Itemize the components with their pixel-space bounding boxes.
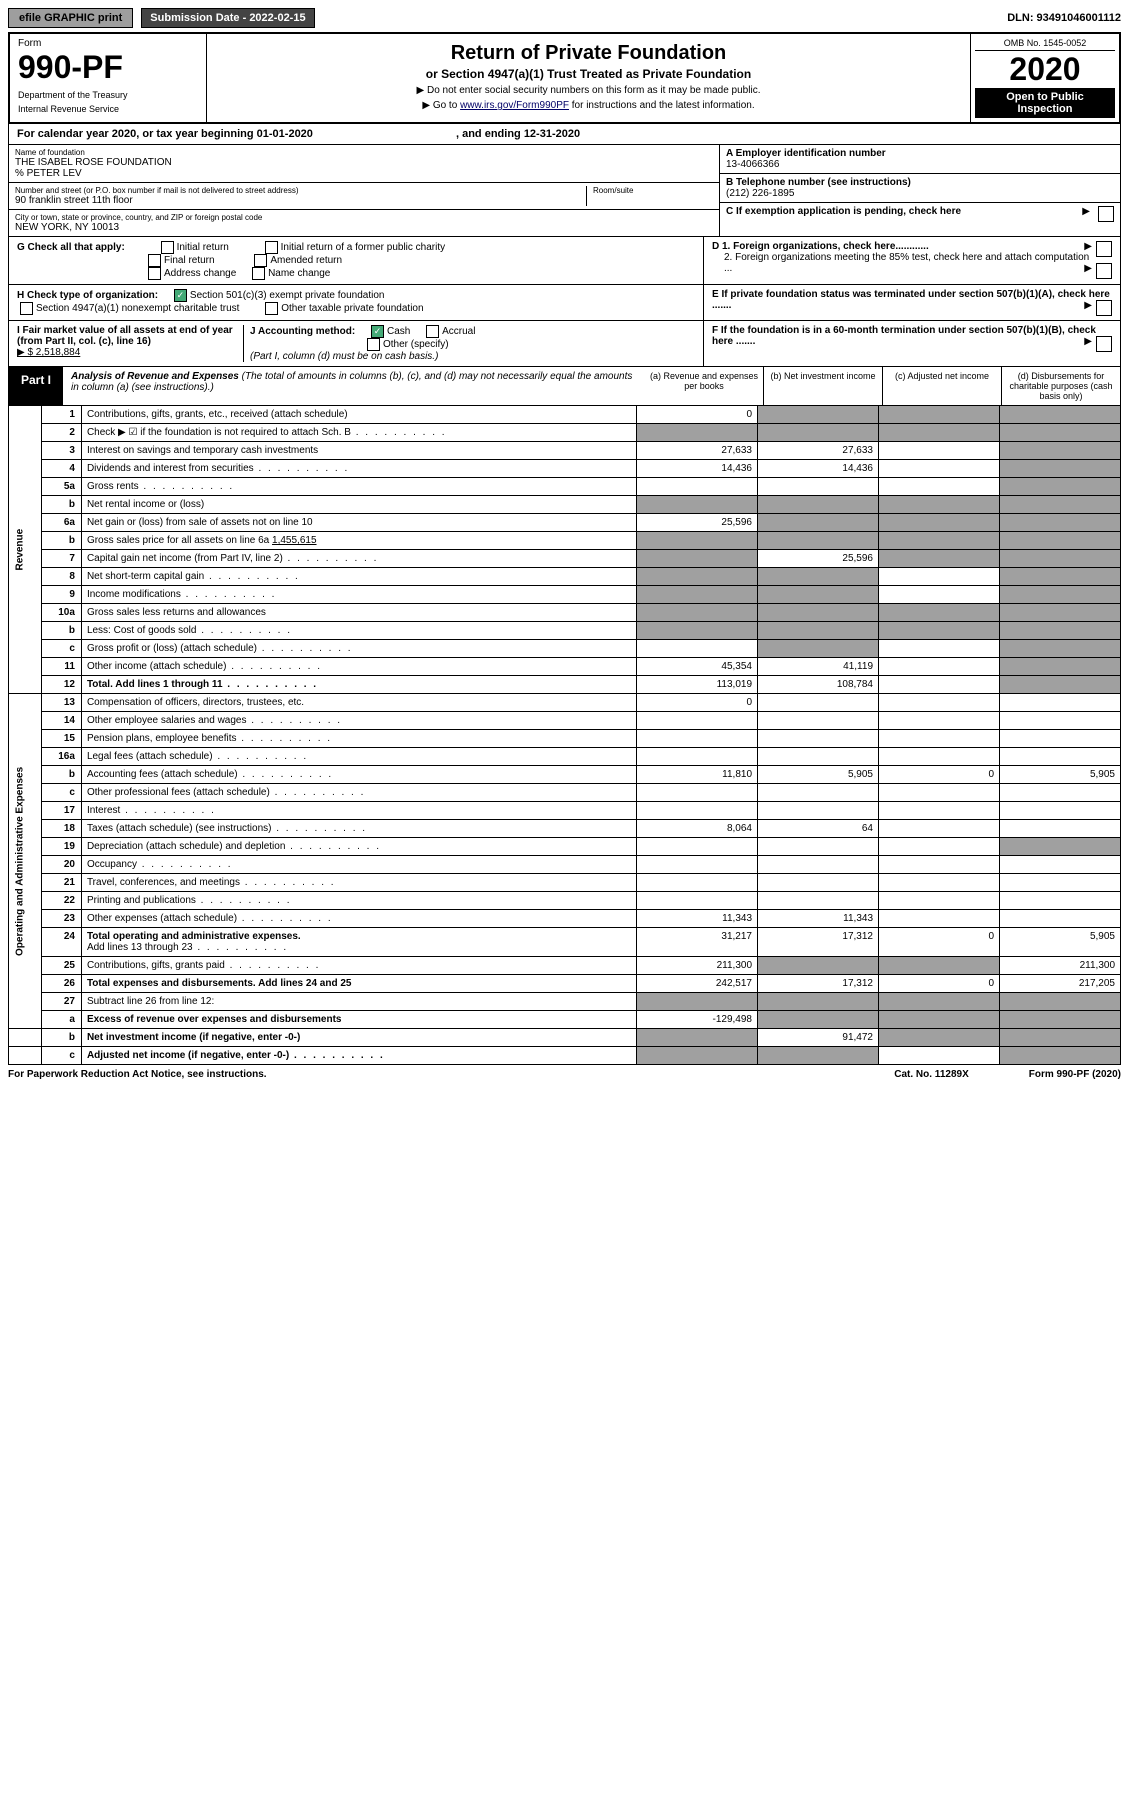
topbar: efile GRAPHIC print Submission Date - 20…	[8, 8, 1121, 28]
box-ij: I Fair market value of all assets at end…	[9, 321, 703, 366]
cb-d2[interactable]	[1096, 263, 1112, 279]
form-footer: Form 990-PF (2020)	[1029, 1069, 1121, 1080]
cb-address-change[interactable]	[148, 267, 161, 280]
box-e: E If private foundation status was termi…	[703, 285, 1120, 320]
col-b-header: (b) Net investment income	[763, 367, 882, 405]
c-checkbox[interactable]	[1098, 206, 1114, 222]
box-g: G Check all that apply: Initial return I…	[9, 237, 703, 284]
cb-name-change[interactable]	[252, 267, 265, 280]
ein-value: 13-4066366	[726, 159, 1114, 170]
cb-other-taxable[interactable]	[265, 302, 278, 315]
submission-date: Submission Date - 2022-02-15	[141, 8, 314, 28]
form-header: Form 990-PF Department of the Treasury I…	[8, 32, 1121, 124]
form-note1: ▶ Do not enter social security numbers o…	[213, 85, 964, 96]
form-number: 990-PF	[18, 49, 198, 86]
form-subtitle: or Section 4947(a)(1) Trust Treated as P…	[213, 67, 964, 81]
cb-f[interactable]	[1096, 336, 1112, 352]
care-of: % PETER LEV	[15, 168, 713, 179]
name-label: Name of foundation	[15, 148, 713, 157]
cat-no: Cat. No. 11289X	[894, 1069, 968, 1080]
cb-cash[interactable]	[371, 325, 384, 338]
omb-number: OMB No. 1545-0052	[975, 38, 1115, 51]
col-c-header: (c) Adjusted net income	[882, 367, 1001, 405]
dept-treasury: Department of the Treasury	[18, 90, 198, 100]
footer: For Paperwork Reduction Act Notice, see …	[8, 1065, 1121, 1084]
part1-header: Part I Analysis of Revenue and Expenses …	[8, 367, 1121, 406]
expenses-label: Operating and Administrative Expenses	[9, 694, 42, 1029]
part1-table: Revenue 1Contributions, gifts, grants, e…	[8, 406, 1121, 1065]
revenue-label: Revenue	[9, 406, 42, 694]
foundation-name: THE ISABEL ROSE FOUNDATION	[15, 157, 713, 168]
tax-year: 2020	[975, 51, 1115, 88]
room-label: Room/suite	[593, 186, 713, 195]
box-d: D 1. Foreign organizations, check here..…	[703, 237, 1120, 284]
cb-e[interactable]	[1096, 300, 1112, 316]
fmv-value: ▶ $ 2,518,884	[17, 347, 80, 358]
street-address: 90 franklin street 11th floor	[15, 195, 586, 206]
cb-501c3[interactable]	[174, 289, 187, 302]
addr-label: Number and street (or P.O. box number if…	[15, 186, 586, 195]
calendar-year-row: For calendar year 2020, or tax year begi…	[8, 124, 1121, 145]
ein-label: A Employer identification number	[726, 148, 1114, 159]
col-d-header: (d) Disbursements for charitable purpose…	[1001, 367, 1120, 405]
cb-initial-former[interactable]	[265, 241, 278, 254]
open-to-public: Open to Public Inspection	[975, 88, 1115, 118]
phone-label: B Telephone number (see instructions)	[726, 177, 1114, 188]
phone-value: (212) 226-1895	[726, 188, 1114, 199]
part1-label: Part I	[9, 367, 63, 405]
col-a-header: (a) Revenue and expenses per books	[645, 367, 763, 405]
irs-label: Internal Revenue Service	[18, 104, 198, 114]
box-h: H Check type of organization: Section 50…	[9, 285, 703, 320]
form-note2: ▶ Go to www.irs.gov/Form990PF for instru…	[213, 100, 964, 111]
efile-print-button[interactable]: efile GRAPHIC print	[8, 8, 133, 28]
city-label: City or town, state or province, country…	[15, 213, 713, 222]
cb-amended-return[interactable]	[254, 254, 267, 267]
paperwork-notice: For Paperwork Reduction Act Notice, see …	[8, 1069, 267, 1080]
form-word: Form	[18, 38, 198, 49]
cb-other-method[interactable]	[367, 338, 380, 351]
form990pf-link[interactable]: www.irs.gov/Form990PF	[460, 100, 569, 111]
city-state-zip: NEW YORK, NY 10013	[15, 222, 713, 233]
box-f: F If the foundation is in a 60-month ter…	[703, 321, 1120, 366]
cb-initial-return[interactable]	[161, 241, 174, 254]
form-title: Return of Private Foundation	[213, 42, 964, 65]
cb-4947[interactable]	[20, 302, 33, 315]
c-label: C If exemption application is pending, c…	[726, 206, 961, 217]
cb-accrual[interactable]	[426, 325, 439, 338]
dln: DLN: 93491046001112	[1007, 12, 1121, 24]
info-grid: Name of foundation THE ISABEL ROSE FOUND…	[8, 145, 1121, 237]
cb-final-return[interactable]	[148, 254, 161, 267]
cb-d1[interactable]	[1096, 241, 1112, 257]
